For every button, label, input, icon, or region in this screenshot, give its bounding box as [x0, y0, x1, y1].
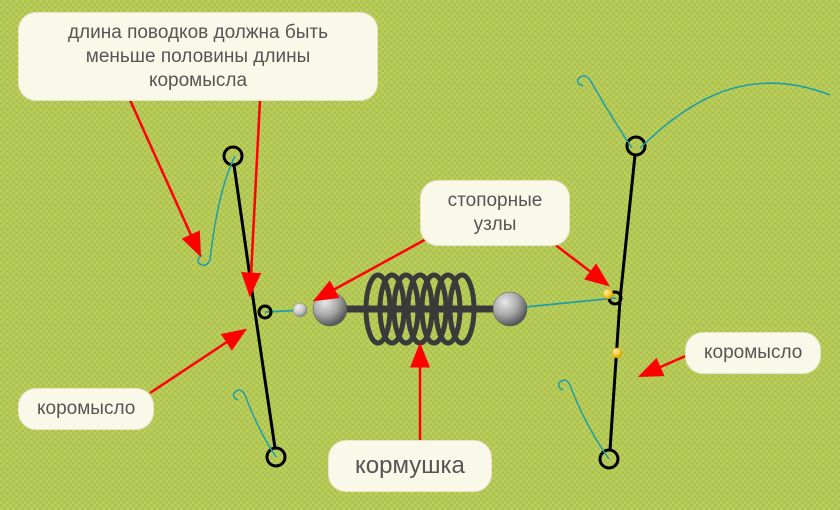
- label-rocker-left: коромысло: [18, 388, 154, 430]
- label-text: коромысло: [704, 342, 802, 363]
- label-rocker-right: коромысло: [685, 332, 821, 374]
- label-text: коромысло: [37, 398, 135, 419]
- label-text: стопорныеузлы: [448, 190, 543, 235]
- label-leader-rule: длина поводков должна бытьменьше половин…: [18, 12, 378, 101]
- label-text: длина поводков должна бытьменьше половин…: [68, 22, 328, 91]
- label-feeder: кормушка: [328, 440, 492, 492]
- label-stopper-knots: стопорныеузлы: [420, 180, 570, 246]
- label-text: кормушка: [355, 452, 465, 479]
